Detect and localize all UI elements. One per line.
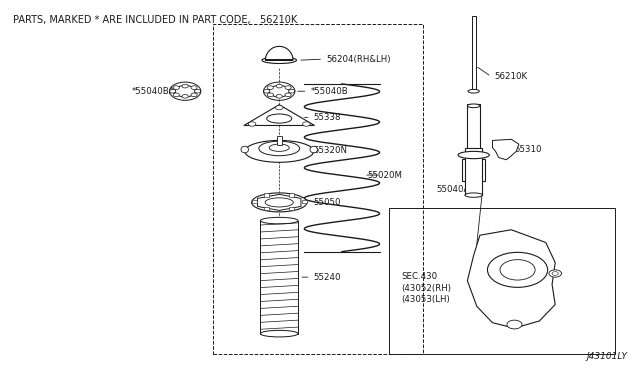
Text: PARTS, MARKED * ARE INCLUDED IN PART CODE,   56210K: PARTS, MARKED * ARE INCLUDED IN PART COD… bbox=[13, 15, 297, 25]
Circle shape bbox=[248, 122, 256, 126]
Ellipse shape bbox=[259, 141, 300, 156]
Circle shape bbox=[276, 94, 282, 98]
Text: *55040B: *55040B bbox=[310, 87, 348, 96]
Bar bbox=[462, 158, 485, 180]
Bar bbox=[472, 16, 476, 89]
Bar bbox=[252, 200, 257, 203]
Ellipse shape bbox=[465, 193, 483, 197]
Text: SEC.430
(43052(RH)
(43053(LH): SEC.430 (43052(RH) (43053(LH) bbox=[401, 272, 452, 304]
Ellipse shape bbox=[260, 217, 298, 224]
Bar bbox=[264, 207, 269, 211]
Ellipse shape bbox=[267, 114, 292, 123]
Circle shape bbox=[264, 89, 270, 93]
Ellipse shape bbox=[467, 104, 480, 108]
Text: 55040A: 55040A bbox=[436, 185, 469, 194]
Ellipse shape bbox=[244, 141, 314, 162]
Circle shape bbox=[269, 86, 289, 97]
Polygon shape bbox=[467, 230, 556, 328]
Text: 56210K: 56210K bbox=[494, 72, 527, 81]
Ellipse shape bbox=[262, 57, 296, 64]
Circle shape bbox=[182, 94, 188, 98]
Circle shape bbox=[182, 84, 188, 88]
Bar bbox=[264, 193, 269, 196]
Text: 55020M: 55020M bbox=[367, 171, 402, 180]
Ellipse shape bbox=[252, 193, 307, 212]
Circle shape bbox=[170, 89, 176, 93]
Circle shape bbox=[285, 86, 291, 89]
Ellipse shape bbox=[260, 330, 298, 337]
Circle shape bbox=[552, 272, 558, 275]
Circle shape bbox=[276, 84, 282, 88]
Polygon shape bbox=[266, 46, 293, 60]
Text: 55338: 55338 bbox=[314, 113, 341, 122]
Circle shape bbox=[289, 89, 295, 93]
Bar bbox=[276, 136, 282, 145]
Circle shape bbox=[500, 260, 535, 280]
Circle shape bbox=[268, 86, 273, 89]
Ellipse shape bbox=[241, 146, 248, 153]
Circle shape bbox=[285, 93, 291, 97]
Text: 55310: 55310 bbox=[515, 145, 542, 154]
Circle shape bbox=[303, 122, 310, 126]
Ellipse shape bbox=[458, 151, 490, 158]
Circle shape bbox=[195, 89, 201, 93]
Ellipse shape bbox=[310, 146, 317, 153]
Circle shape bbox=[549, 270, 561, 277]
Text: J43101LY: J43101LY bbox=[586, 352, 627, 361]
Text: *55040BA: *55040BA bbox=[132, 87, 176, 96]
Bar bbox=[465, 148, 483, 195]
Circle shape bbox=[191, 93, 197, 97]
Polygon shape bbox=[493, 140, 519, 160]
Bar bbox=[389, 208, 615, 354]
Circle shape bbox=[175, 86, 195, 97]
Text: 56204(RH&LH): 56204(RH&LH) bbox=[326, 55, 391, 64]
Text: 55050: 55050 bbox=[314, 198, 341, 207]
Ellipse shape bbox=[265, 198, 293, 207]
Bar bbox=[302, 200, 307, 203]
Ellipse shape bbox=[468, 89, 479, 93]
Circle shape bbox=[268, 93, 273, 97]
Bar bbox=[289, 207, 294, 211]
Circle shape bbox=[191, 86, 197, 89]
Bar bbox=[289, 193, 294, 196]
Bar bbox=[467, 104, 480, 155]
Polygon shape bbox=[257, 195, 301, 211]
Polygon shape bbox=[244, 105, 314, 125]
Bar bbox=[213, 24, 424, 354]
Text: 55240: 55240 bbox=[314, 273, 341, 282]
Circle shape bbox=[173, 86, 179, 89]
Circle shape bbox=[488, 252, 548, 287]
Text: 55320N: 55320N bbox=[314, 146, 348, 155]
Circle shape bbox=[507, 320, 522, 329]
Circle shape bbox=[275, 105, 283, 110]
Circle shape bbox=[173, 93, 179, 97]
Ellipse shape bbox=[269, 144, 289, 151]
